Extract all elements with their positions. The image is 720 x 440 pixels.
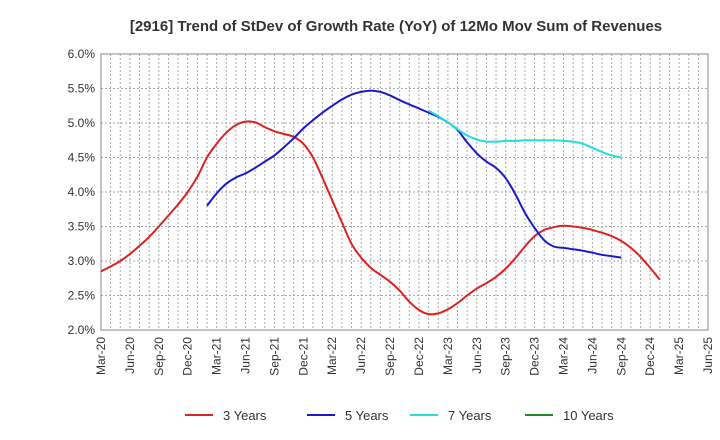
x-tick-label: Sep-21 [267,337,281,376]
x-tick-label: Sep-20 [152,337,166,376]
x-tick-label: Dec-22 [412,337,426,376]
x-tick-label: Jun-24 [585,337,599,374]
legend-label: 5 Years [345,408,389,423]
x-tick-label: Dec-21 [296,337,310,376]
chart-title: [2916] Trend of StDev of Growth Rate (Yo… [130,18,662,35]
x-tick-label: Mar-23 [441,337,455,375]
x-tick-label: Jun-20 [123,337,137,374]
y-tick-label: 5.5% [68,82,96,96]
legend-label: 7 Years [448,408,492,423]
y-tick-label: 4.0% [68,185,96,199]
series-line-3-years [100,120,661,316]
series-line-5-years [206,89,622,259]
series-line-7-years [428,109,622,159]
grid [101,54,708,330]
y-tick-label: 6.0% [68,47,96,61]
x-axis: Mar-20 Jun-20 Sep-20 Dec-20 Mar-21 Jun-21 Sep-… [94,337,715,376]
x-tick-label: Dec-23 [528,337,542,376]
x-tick-label: Mar-22 [325,337,339,375]
legend-item-7-years: 7 Years [410,408,492,423]
y-tick-label: 3.0% [68,254,96,268]
y-tick-label: 2.5% [68,289,96,303]
y-tick-label: 5.0% [68,116,96,130]
y-tick-label: 3.5% [68,220,96,234]
x-tick-label: Mar-24 [556,337,570,375]
x-tick-label: Sep-22 [383,337,397,376]
x-tick-label: Jun-22 [354,337,368,374]
x-tick-label: Jun-21 [239,337,253,374]
x-tick-label: Sep-23 [499,337,513,376]
legend-item-3-years: 3 Years [185,408,267,423]
y-tick-label: 2.0% [68,323,96,337]
y-tick-label: 4.5% [68,151,96,165]
legend-label: 10 Years [563,408,614,423]
x-tick-label: Mar-21 [210,337,224,375]
x-tick-label: Dec-24 [643,337,657,376]
x-tick-label: Mar-20 [94,337,108,375]
x-tick-label: Dec-20 [181,337,195,376]
x-tick-label: Mar-25 [672,337,686,375]
legend-label: 3 Years [223,408,267,423]
plot-area-border [100,53,709,331]
x-tick-label: Sep-24 [614,337,628,376]
x-tick-label: Jun-23 [470,337,484,374]
legend-item-5-years: 5 Years [307,408,389,423]
legend-item-10-years: 10 Years [525,408,614,423]
y-axis: 2.0% 2.5% 3.0% 3.5% 4.0% 4.5% 5.0% 5.5% 6.0% [68,47,96,337]
series-group [100,89,661,316]
legend: 3 Years 5 Years 7 Years 10 Years [185,408,614,423]
x-tick-label: Jun-25 [701,337,715,374]
